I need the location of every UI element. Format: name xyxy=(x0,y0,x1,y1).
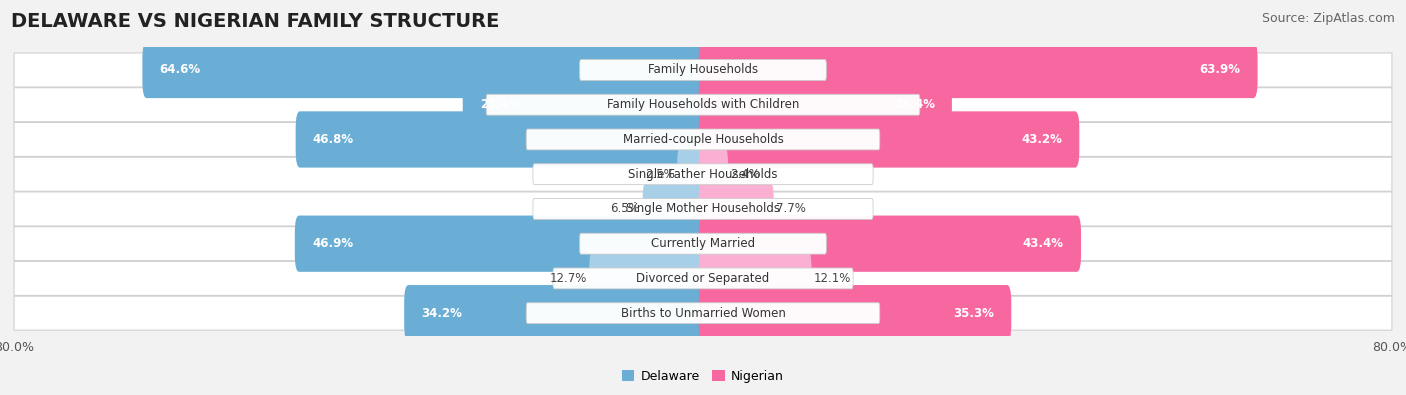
FancyBboxPatch shape xyxy=(699,111,1080,167)
Text: Single Mother Households: Single Mother Households xyxy=(626,203,780,215)
FancyBboxPatch shape xyxy=(14,88,1392,122)
FancyBboxPatch shape xyxy=(14,227,1392,261)
Text: 35.3%: 35.3% xyxy=(953,307,994,320)
FancyBboxPatch shape xyxy=(533,199,873,219)
FancyBboxPatch shape xyxy=(463,77,707,133)
FancyBboxPatch shape xyxy=(643,181,707,237)
Legend: Delaware, Nigerian: Delaware, Nigerian xyxy=(617,365,789,387)
Text: Married-couple Households: Married-couple Households xyxy=(623,133,783,146)
Text: 7.7%: 7.7% xyxy=(776,203,806,215)
FancyBboxPatch shape xyxy=(699,77,952,133)
Text: Currently Married: Currently Married xyxy=(651,237,755,250)
FancyBboxPatch shape xyxy=(14,192,1392,226)
Text: 2.5%: 2.5% xyxy=(645,168,675,181)
Text: DELAWARE VS NIGERIAN FAMILY STRUCTURE: DELAWARE VS NIGERIAN FAMILY STRUCTURE xyxy=(11,12,499,31)
FancyBboxPatch shape xyxy=(295,111,707,167)
FancyBboxPatch shape xyxy=(579,60,827,81)
FancyBboxPatch shape xyxy=(404,285,707,341)
Text: 43.2%: 43.2% xyxy=(1021,133,1062,146)
FancyBboxPatch shape xyxy=(14,296,1392,330)
Text: Source: ZipAtlas.com: Source: ZipAtlas.com xyxy=(1261,12,1395,25)
Text: 12.7%: 12.7% xyxy=(550,272,586,285)
FancyBboxPatch shape xyxy=(14,261,1392,295)
FancyBboxPatch shape xyxy=(14,53,1392,87)
Text: Births to Unmarried Women: Births to Unmarried Women xyxy=(620,307,786,320)
Text: Single Father Households: Single Father Households xyxy=(628,168,778,181)
Text: 46.9%: 46.9% xyxy=(312,237,353,250)
FancyBboxPatch shape xyxy=(699,42,1257,98)
FancyBboxPatch shape xyxy=(589,250,707,307)
Text: 6.5%: 6.5% xyxy=(610,203,640,215)
FancyBboxPatch shape xyxy=(14,157,1392,191)
Text: Family Households: Family Households xyxy=(648,64,758,77)
Text: Divorced or Separated: Divorced or Separated xyxy=(637,272,769,285)
Text: 63.9%: 63.9% xyxy=(1199,64,1240,77)
FancyBboxPatch shape xyxy=(533,164,873,184)
Text: 2.4%: 2.4% xyxy=(731,168,761,181)
Text: Family Households with Children: Family Households with Children xyxy=(607,98,799,111)
FancyBboxPatch shape xyxy=(553,268,853,289)
FancyBboxPatch shape xyxy=(526,303,880,324)
Text: 28.4%: 28.4% xyxy=(894,98,935,111)
FancyBboxPatch shape xyxy=(486,94,920,115)
Text: 34.2%: 34.2% xyxy=(422,307,463,320)
FancyBboxPatch shape xyxy=(699,250,811,307)
FancyBboxPatch shape xyxy=(699,216,1081,272)
FancyBboxPatch shape xyxy=(295,216,707,272)
FancyBboxPatch shape xyxy=(142,42,707,98)
Text: 27.4%: 27.4% xyxy=(479,98,520,111)
FancyBboxPatch shape xyxy=(699,181,773,237)
FancyBboxPatch shape xyxy=(526,129,880,150)
FancyBboxPatch shape xyxy=(699,146,728,202)
FancyBboxPatch shape xyxy=(14,122,1392,156)
Text: 64.6%: 64.6% xyxy=(160,64,201,77)
Text: 46.8%: 46.8% xyxy=(314,133,354,146)
Text: 12.1%: 12.1% xyxy=(814,272,852,285)
FancyBboxPatch shape xyxy=(678,146,707,202)
Text: 43.4%: 43.4% xyxy=(1022,237,1064,250)
FancyBboxPatch shape xyxy=(579,233,827,254)
FancyBboxPatch shape xyxy=(699,285,1011,341)
